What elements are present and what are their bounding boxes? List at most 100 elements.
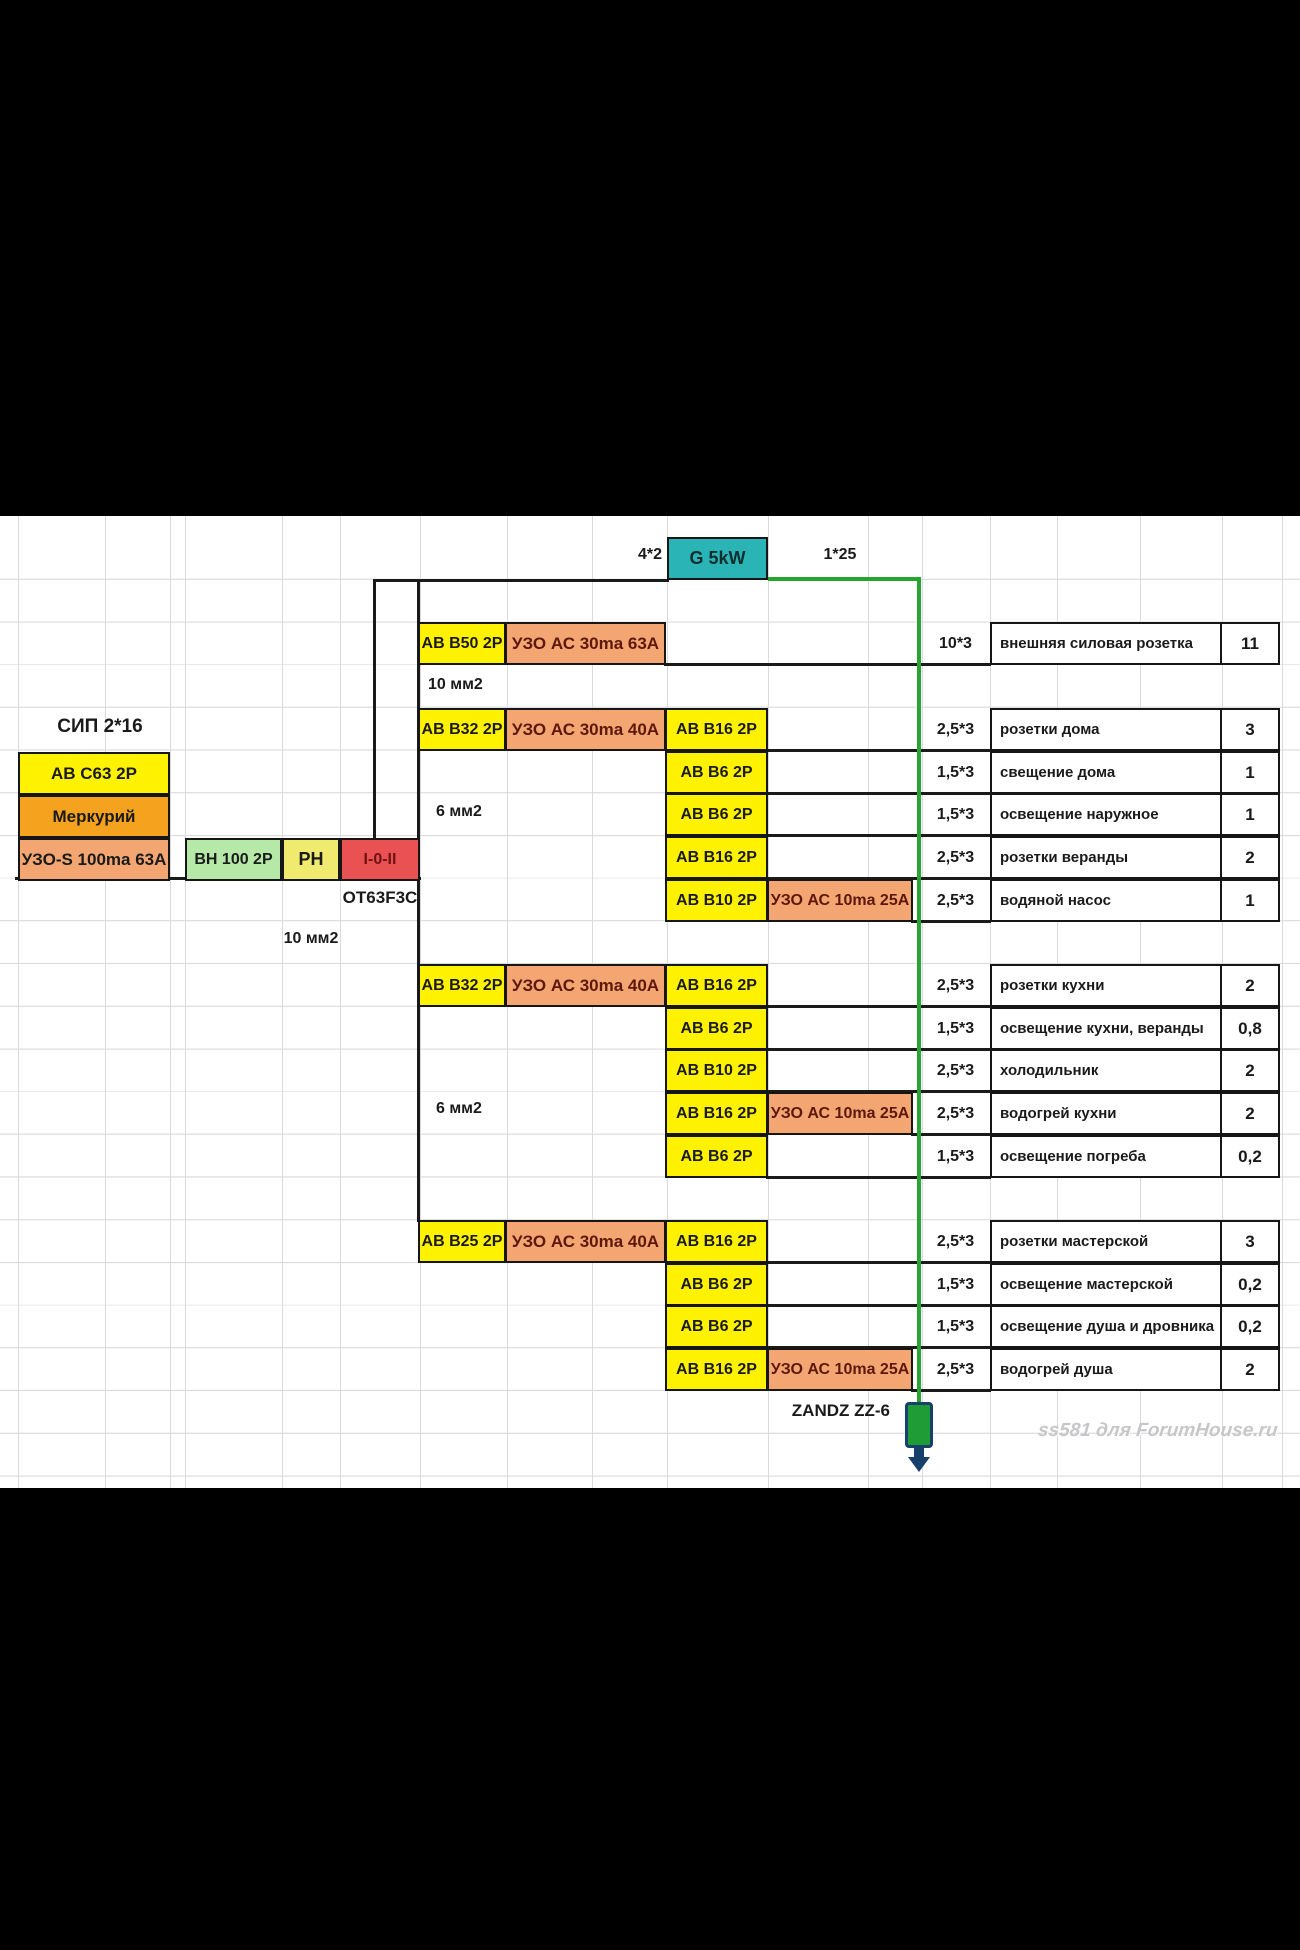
branch-rcd-box: УЗО АС 10ma 25А bbox=[767, 1092, 913, 1135]
cable-spec: 2,5*3 bbox=[936, 720, 975, 738]
load-name: освещение погреба bbox=[990, 1135, 1222, 1178]
branch-breaker-box: АВ В16 2Р bbox=[665, 708, 768, 751]
circuit-row: АВ В16 2Р УЗО АС 10ma 25А 2,5*3 водогрей… bbox=[0, 1092, 1300, 1136]
branch-breaker-box: АВ В10 2Р bbox=[665, 879, 768, 922]
cable-spec: 1,5*3 bbox=[936, 805, 975, 823]
load-name: внешняя силовая розетка bbox=[990, 622, 1222, 665]
circuit-row: АВ В6 2Р 1,5*3 освещение душа и дровника… bbox=[0, 1305, 1300, 1349]
cable-spec: 2,5*3 bbox=[936, 1360, 975, 1378]
group-rcd-box: УЗО АС 30ma 40А bbox=[505, 708, 666, 751]
grid-line bbox=[18, 516, 19, 1488]
load-power: 1 bbox=[1220, 751, 1280, 794]
breaker-bus-line bbox=[417, 579, 420, 1222]
load-name: холодильник bbox=[990, 1049, 1222, 1092]
load-switch-box: ВН 100 2Р bbox=[185, 838, 282, 881]
cable-spec: 10*3 bbox=[939, 634, 972, 652]
load-power: 2 bbox=[1220, 1092, 1280, 1135]
load-power: 3 bbox=[1220, 1220, 1280, 1263]
load-power: 1 bbox=[1220, 793, 1280, 836]
load-name: розетки кухни bbox=[990, 964, 1222, 1007]
grid-line bbox=[868, 516, 869, 1488]
changeover-model-label: ОТ63F3C bbox=[342, 888, 418, 907]
grid-line bbox=[1282, 516, 1283, 1488]
load-power: 0,2 bbox=[1220, 1263, 1280, 1306]
group-rcd-box: УЗО АС 30ma 40А bbox=[505, 1220, 666, 1263]
circuit-wire bbox=[911, 1389, 991, 1392]
ground-electrode-icon bbox=[905, 1402, 933, 1448]
ground-label: ZANDZ ZZ-6 bbox=[791, 1401, 890, 1420]
cable-spec: 2,5*3 bbox=[936, 891, 975, 909]
circuit-wire bbox=[911, 920, 991, 923]
branch-breaker-box: АВ В16 2Р bbox=[665, 1220, 768, 1263]
generator-cable-label: 4*2 bbox=[637, 546, 662, 563]
circuit-row: АВ В6 2Р 1,5*3 освещение погреба 0,2 bbox=[0, 1135, 1300, 1179]
grid-line bbox=[282, 516, 283, 1488]
generator-box: G 5kW bbox=[667, 537, 768, 580]
load-name: водогрей душа bbox=[990, 1348, 1222, 1391]
load-power: 2 bbox=[1220, 1049, 1280, 1092]
grid-line bbox=[768, 516, 769, 1488]
branch-breaker-box: АВ В6 2Р bbox=[665, 1135, 768, 1178]
load-name: освещение кухни, веранды bbox=[990, 1007, 1222, 1050]
branch-breaker-box: АВ В6 2Р bbox=[665, 1263, 768, 1306]
branch-breaker-box: АВ В6 2Р bbox=[665, 793, 768, 836]
ground-electrode-icon bbox=[914, 1447, 924, 1458]
supply-cable-label: СИП 2*16 bbox=[57, 716, 143, 737]
load-name: освещение мастерской bbox=[990, 1263, 1222, 1306]
branch-rcd-box: УЗО АС 10ma 25А bbox=[767, 1348, 913, 1391]
voltage-relay-box: РН bbox=[282, 838, 340, 881]
riser-cable-label: 6 мм2 bbox=[436, 1100, 482, 1117]
watermark: ss581 для ForumHouse.ru bbox=[1037, 1420, 1279, 1441]
circuit-wire bbox=[911, 1133, 991, 1136]
circuit-wire bbox=[664, 663, 991, 666]
load-power: 0,2 bbox=[1220, 1135, 1280, 1178]
circuit-row: АВ В10 2Р УЗО АС 10ma 25А 2,5*3 водяной … bbox=[0, 879, 1300, 923]
branch-breaker-box: АВ В16 2Р bbox=[665, 1348, 768, 1391]
circuit-row: АВ В6 2Р 1,5*3 освещение мастерской 0,2 bbox=[0, 1263, 1300, 1307]
load-name: освещение душа и дровника bbox=[990, 1305, 1222, 1348]
circuit-wire bbox=[766, 1090, 991, 1093]
circuit-row: АВ В50 2Р УЗО АС 30ma 63А 10*3 внешняя с… bbox=[0, 622, 1300, 666]
load-power: 0,2 bbox=[1220, 1305, 1280, 1348]
changeover-switch-box: I-0-II bbox=[340, 838, 420, 881]
ground-bus-horizontal bbox=[768, 577, 921, 581]
branch-rcd-box: УЗО АС 10ma 25А bbox=[767, 879, 913, 922]
circuit-row: АВ В6 2Р 1,5*3 освещение наружное 1 bbox=[0, 793, 1300, 837]
cable-spec: 1,5*3 bbox=[936, 1317, 975, 1335]
circuit-wire bbox=[766, 1304, 991, 1307]
branch-breaker-box: АВ В6 2Р bbox=[665, 751, 768, 794]
main-rcd-box: УЗО-S 100ma 63А bbox=[18, 838, 170, 881]
circuit-wire bbox=[766, 1005, 991, 1008]
load-power: 2 bbox=[1220, 964, 1280, 1007]
riser-cable-label: 10 мм2 bbox=[428, 676, 483, 693]
load-name: розетки дома bbox=[990, 708, 1222, 751]
circuit-wire bbox=[766, 1176, 991, 1179]
ground-arrow-icon bbox=[908, 1457, 930, 1472]
cable-spec: 1,5*3 bbox=[936, 1147, 975, 1165]
cable-spec: 1,5*3 bbox=[936, 763, 975, 781]
circuit-wire bbox=[766, 1048, 991, 1051]
load-power: 2 bbox=[1220, 1348, 1280, 1391]
cable-spec: 1,5*3 bbox=[936, 1019, 975, 1037]
feeder-breaker-box: АВ В25 2Р bbox=[418, 1220, 506, 1263]
cable-spec: 2,5*3 bbox=[936, 976, 975, 994]
circuit-row: АВ В16 2Р УЗО АС 10ma 25А 2,5*3 водогрей… bbox=[0, 1348, 1300, 1392]
meter-box: Меркурий bbox=[18, 795, 170, 838]
riser-cable-label: 6 мм2 bbox=[436, 803, 482, 820]
circuit-row: АВ В25 2Р УЗО АС 30ma 40А АВ В16 2Р 2,5*… bbox=[0, 1220, 1300, 1264]
circuit-wire bbox=[766, 792, 991, 795]
load-power: 3 bbox=[1220, 708, 1280, 751]
branch-breaker-box: АВ В16 2Р bbox=[665, 836, 768, 879]
branch-breaker-box: АВ В16 2Р bbox=[665, 964, 768, 1007]
ground-cable-label: 1*25 bbox=[823, 546, 857, 563]
circuit-row: АВ В6 2Р 1,5*3 освещение кухни, веранды … bbox=[0, 1007, 1300, 1051]
branch-breaker-box: АВ В16 2Р bbox=[665, 1092, 768, 1135]
main-breaker-box: АВ С63 2Р bbox=[18, 752, 170, 795]
group-rcd-box: УЗО АС 30ma 63А bbox=[505, 622, 666, 665]
grid-line bbox=[105, 516, 106, 1488]
load-name: водогрей кухни bbox=[990, 1092, 1222, 1135]
feeder-breaker-box: АВ В32 2Р bbox=[418, 964, 506, 1007]
feed-wire-vertical bbox=[373, 579, 376, 839]
load-name: свещение дома bbox=[990, 751, 1222, 794]
